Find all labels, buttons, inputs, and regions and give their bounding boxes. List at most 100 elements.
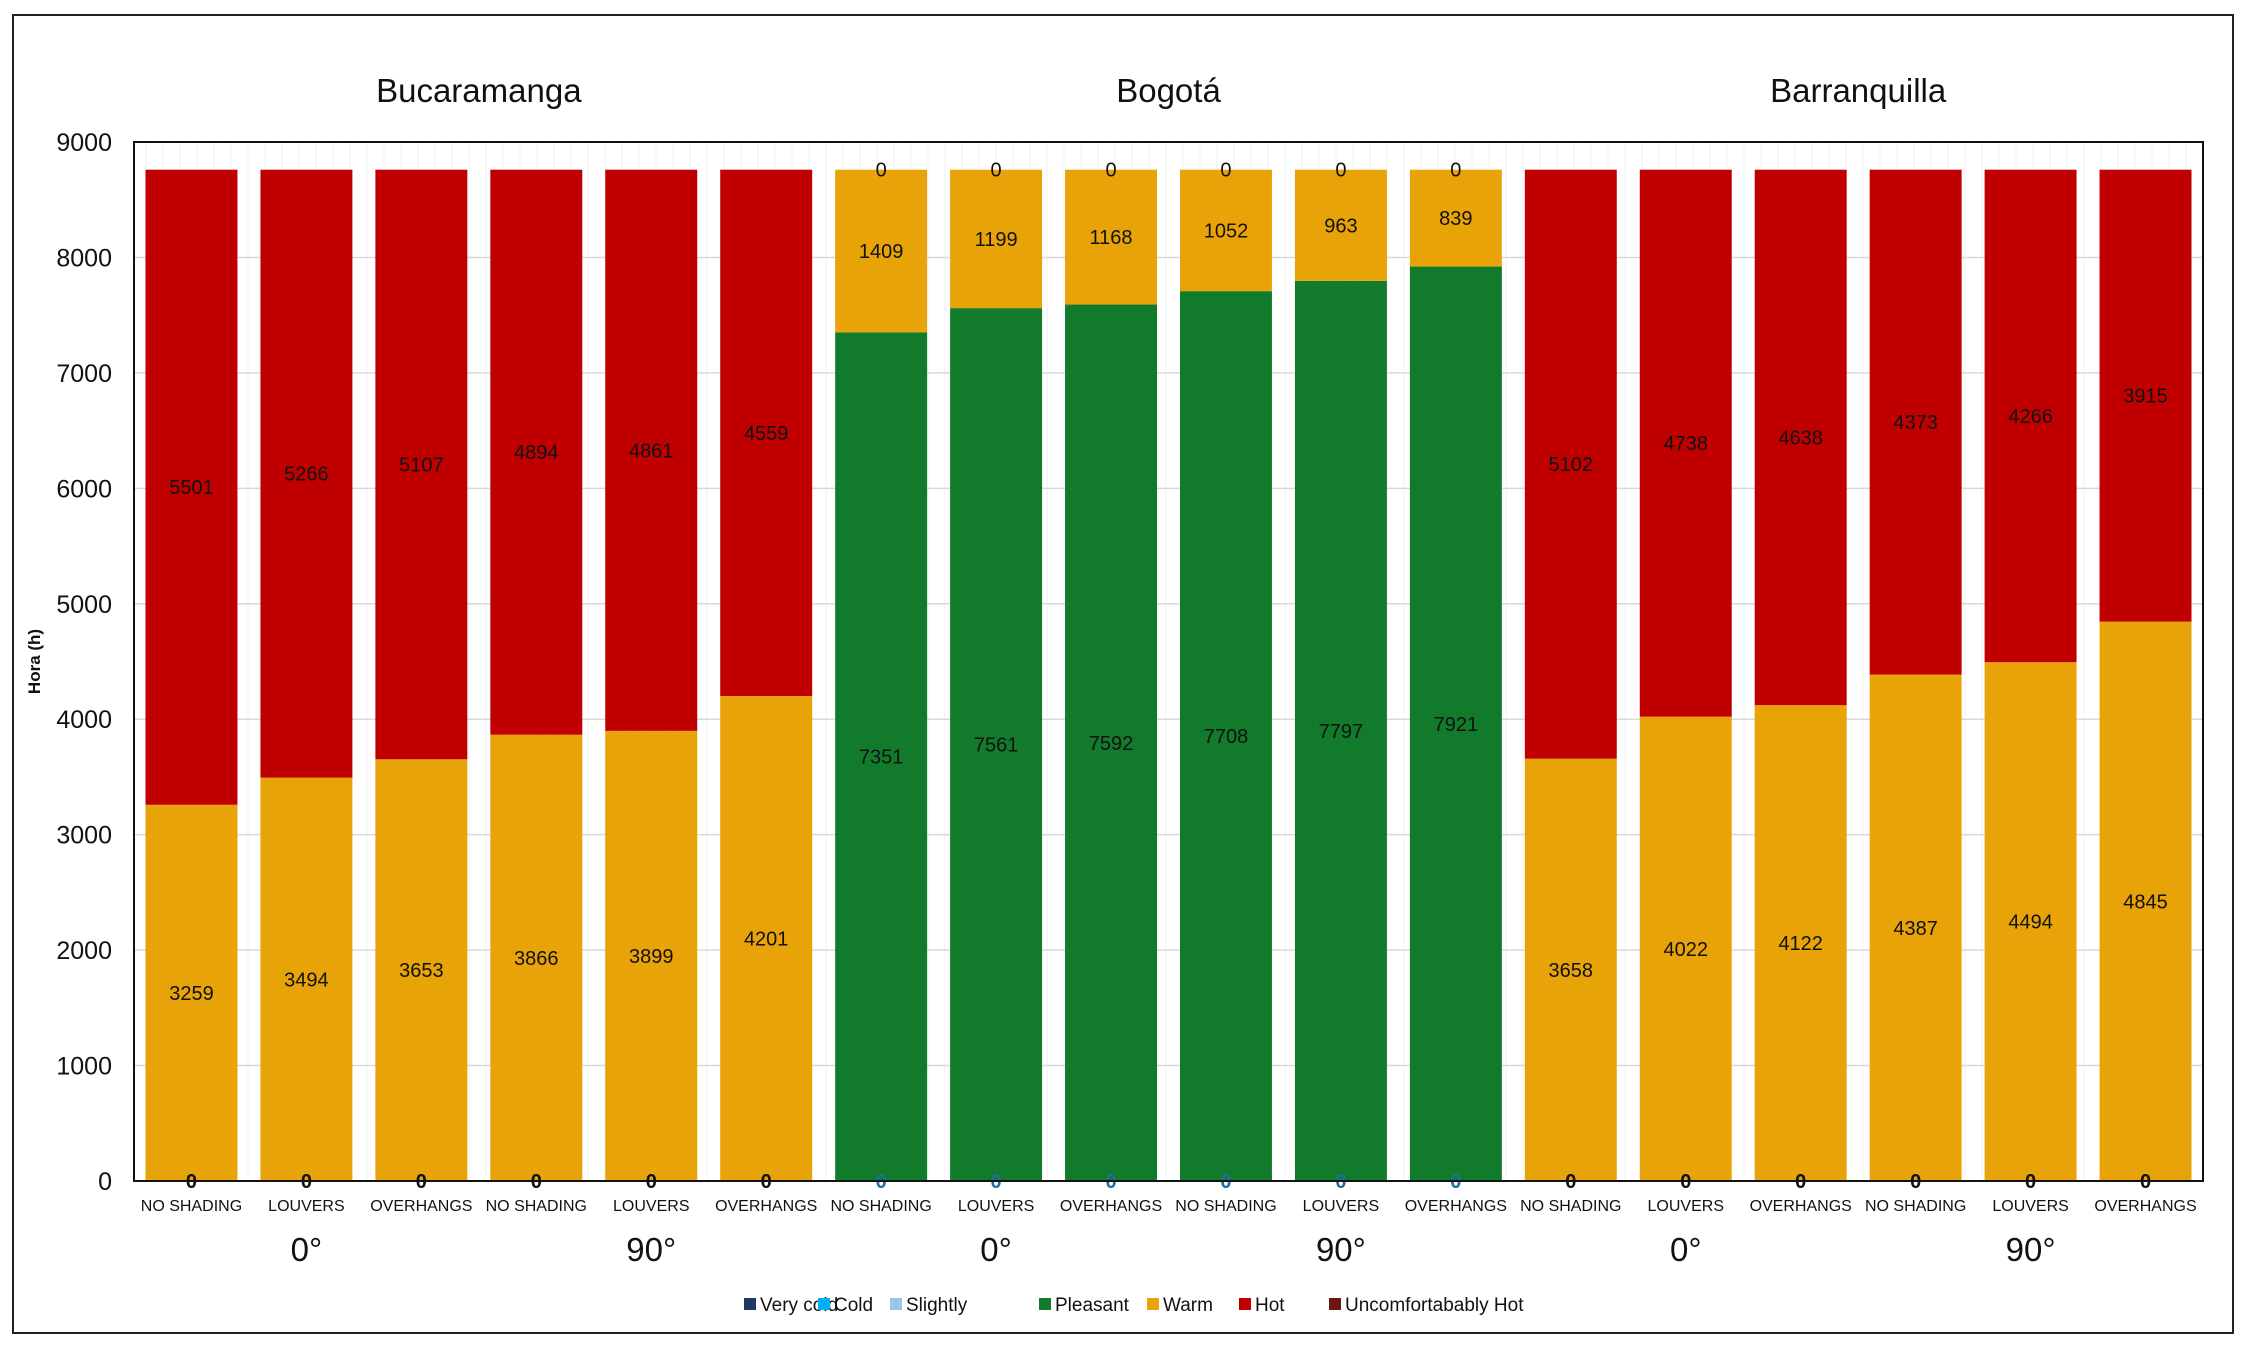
- bar-segment: [1639, 716, 1732, 1181]
- x-category-label: NO SHADING: [1865, 1198, 1966, 1215]
- legend-label: Slightly: [906, 1295, 968, 1316]
- bar-segment: [605, 169, 698, 731]
- y-tick-label: 6000: [56, 475, 112, 503]
- bar-segment: [490, 734, 583, 1181]
- data-label: 7561: [974, 735, 1019, 757]
- data-label: 5102: [1549, 454, 1594, 476]
- bar-segment: [260, 777, 353, 1181]
- data-label: 7351: [859, 747, 904, 769]
- angle-label: 90°: [1316, 1231, 1366, 1268]
- data-label: 4559: [744, 423, 789, 445]
- data-label: 3915: [2123, 386, 2168, 408]
- legend-label: Warm: [1163, 1295, 1213, 1316]
- x-category-label: OVERHANGS: [1750, 1198, 1852, 1215]
- y-tick-label: 0: [98, 1168, 112, 1196]
- bar-segment: [605, 730, 698, 1181]
- data-label: 0: [991, 160, 1002, 182]
- x-category-label: LOUVERS: [1303, 1198, 1379, 1215]
- data-label: 3866: [514, 948, 559, 970]
- chart-frame: 0 1000 2000 3000 4000 5000 6000 7000 8000 9000 Hor…: [12, 14, 2234, 1334]
- bar-segment: [1409, 169, 1502, 267]
- data-label: 4638: [1778, 427, 1823, 449]
- y-tick-label: 8000: [56, 244, 112, 272]
- data-label: 4266: [2008, 406, 2053, 428]
- data-label: 1199: [975, 229, 1018, 251]
- data-label: 4738: [1664, 433, 1709, 455]
- bar-segment: [145, 169, 238, 805]
- legend-swatch: [890, 1298, 902, 1310]
- legend-swatch: [1039, 1298, 1051, 1310]
- legend-swatch: [1147, 1298, 1159, 1310]
- data-label: 4494: [2008, 912, 2053, 934]
- data-label: 4022: [1664, 939, 1709, 961]
- x-category-label: LOUVERS: [958, 1198, 1034, 1215]
- data-label: 4845: [2123, 891, 2168, 913]
- x-category-label: LOUVERS: [1648, 1198, 1724, 1215]
- legend-swatch: [744, 1298, 756, 1310]
- x-category-label: LOUVERS: [613, 1198, 689, 1215]
- y-tick-label: 7000: [56, 360, 112, 388]
- x-category-label: NO SHADING: [830, 1198, 931, 1215]
- data-label: 4201: [744, 929, 789, 951]
- data-label: 7921: [1434, 714, 1479, 736]
- data-label: 0: [1220, 160, 1231, 182]
- bar-segment: [835, 332, 928, 1181]
- data-label: 7592: [1089, 733, 1134, 755]
- bar-segment: [145, 804, 238, 1181]
- angle-label: 90°: [2006, 1231, 2056, 1268]
- bar-segment: [2099, 169, 2192, 622]
- bar-segment: [1524, 169, 1617, 759]
- y-tick-label: 1000: [56, 1053, 112, 1081]
- y-tick-label: 4000: [56, 706, 112, 734]
- x-category-label: NO SHADING: [486, 1198, 587, 1215]
- bar-segment: [1639, 169, 1732, 717]
- data-label: 0: [876, 160, 887, 182]
- y-tick-label: 5000: [56, 591, 112, 619]
- data-label: 1409: [859, 241, 904, 263]
- data-label: 4387: [1893, 918, 1938, 940]
- data-label: 3658: [1549, 960, 1594, 982]
- bar-segment: [1065, 169, 1158, 305]
- data-label: 4861: [629, 440, 674, 462]
- data-label: 7708: [1204, 726, 1249, 748]
- x-category-label: OVERHANGS: [1060, 1198, 1162, 1215]
- bar-segment: [2099, 621, 2192, 1181]
- bar-segment: [1984, 169, 2077, 663]
- data-label: 4894: [514, 442, 559, 464]
- data-label: 963: [1324, 215, 1357, 237]
- y-tick-label: 2000: [56, 937, 112, 965]
- data-label: 1168: [1090, 227, 1133, 249]
- x-category-label: OVERHANGS: [370, 1198, 472, 1215]
- data-label: 3494: [284, 969, 329, 991]
- x-category-label: LOUVERS: [268, 1198, 344, 1215]
- bar-segment: [950, 169, 1043, 309]
- data-label: 1052: [1204, 220, 1249, 242]
- data-label: 3899: [629, 946, 674, 968]
- legend-label: Hot: [1255, 1295, 1285, 1316]
- city-title: Bucaramanga: [376, 72, 582, 109]
- data-label: 839: [1439, 208, 1472, 230]
- bar-segment: [1065, 304, 1158, 1181]
- x-category-label: OVERHANGS: [2094, 1198, 2196, 1215]
- data-label: 5501: [169, 477, 214, 499]
- bar-segment: [490, 169, 583, 735]
- bar-segment: [1524, 758, 1617, 1181]
- city-title: Bogotá: [1116, 72, 1221, 109]
- y-axis-label: Hora (h): [25, 629, 44, 694]
- plot-border: [133, 141, 2204, 1182]
- legend-label: Pleasant: [1055, 1295, 1130, 1316]
- legend-swatch: [1329, 1298, 1341, 1310]
- bar-segment: [1179, 169, 1272, 292]
- bar-segment: [950, 308, 1043, 1182]
- x-category-label: NO SHADING: [1175, 1198, 1276, 1215]
- data-label: 5266: [284, 464, 329, 486]
- data-label: 4373: [1893, 412, 1938, 434]
- legend-swatch: [1239, 1298, 1251, 1310]
- stacked-bar-chart: 0 1000 2000 3000 4000 5000 6000 7000 8000 9000 Hor…: [25, 72, 2204, 1316]
- bar-segment: [720, 696, 813, 1181]
- angle-label: 0°: [1670, 1231, 1702, 1268]
- bar-segment: [720, 169, 813, 697]
- data-label: 5107: [399, 454, 444, 476]
- angle-label: 90°: [626, 1231, 676, 1268]
- data-label: 3259: [169, 983, 214, 1005]
